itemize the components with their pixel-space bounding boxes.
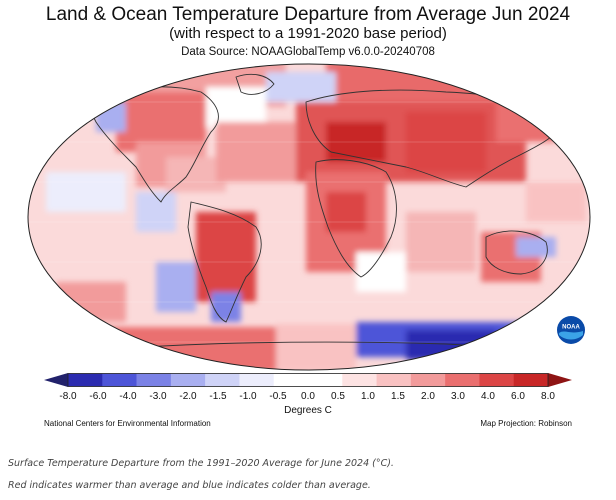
colorbar-cell (479, 373, 515, 387)
legend-unit: Degrees C (284, 405, 332, 416)
legend-colorbar (44, 373, 572, 387)
legend-tick-label: -0.5 (269, 391, 287, 402)
caption-line-2: Red indicates warmer than average and bl… (8, 480, 371, 491)
colorbar-cell (239, 373, 275, 387)
legend-tick-label: -2.0 (179, 391, 197, 402)
colorbar-cell (102, 373, 137, 387)
colorbar-cell (410, 373, 446, 387)
caption-line-1: Surface Temperature Departure from the 1… (8, 458, 394, 469)
svg-text:NOAA: NOAA (562, 325, 580, 331)
legend-tick-label: -1.0 (239, 391, 257, 402)
credit-projection: Map Projection: Robinson (480, 419, 572, 428)
noaa-logo-icon: NOAA (556, 315, 586, 345)
legend-tick-label: -4.0 (119, 391, 137, 402)
legend-tick-label: 8.0 (541, 391, 555, 402)
colorbar-cell (170, 373, 206, 387)
anomaly-field (28, 64, 590, 370)
legend-tick-label: 0.5 (331, 391, 345, 402)
legend-tick-label: 1.0 (361, 391, 375, 402)
colorbar-cell (308, 373, 343, 387)
colorbar-cell (376, 373, 412, 387)
credit-ncei: National Centers for Environmental Infor… (44, 419, 211, 428)
legend-tick-label: 2.0 (421, 391, 435, 402)
map-subtitle: (with respect to a 1991-2020 base period… (169, 25, 447, 42)
data-source: Data Source: NOAAGlobalTemp v6.0.0-20240… (181, 46, 435, 58)
legend-tick-label: -3.0 (149, 391, 167, 402)
colorbar-left-arrow (44, 373, 68, 387)
colorbar-right-arrow (548, 373, 572, 387)
colorbar-cell (205, 373, 240, 387)
temperature-map (26, 62, 592, 372)
legend-tick-label: -8.0 (59, 391, 77, 402)
colorbar-cell (136, 373, 172, 387)
legend-ticks: -8.0 -6.0 -4.0 -3.0 -2.0 -1.5 -1.0 -0.5 0.0 0.5 1.… (0, 391, 616, 405)
globe-outline (27, 63, 591, 371)
legend-tick-label: 3.0 (451, 391, 465, 402)
legend-tick-label: 4.0 (481, 391, 495, 402)
map-title: Land & Ocean Temperature Departure from … (45, 4, 571, 25)
legend-tick-label: -1.5 (209, 391, 227, 402)
map-svg (27, 63, 591, 371)
legend-tick-label: 0.0 (301, 391, 315, 402)
colorbar-cell (342, 373, 377, 387)
colorbar-cell (273, 373, 309, 387)
colorbar-cell (513, 373, 549, 387)
legend-tick-label: 1.5 (391, 391, 405, 402)
legend-tick-label: -6.0 (89, 391, 107, 402)
colorbar-cell (68, 373, 103, 387)
legend-tick-label: 6.0 (511, 391, 525, 402)
colorbar-cell (445, 373, 480, 387)
